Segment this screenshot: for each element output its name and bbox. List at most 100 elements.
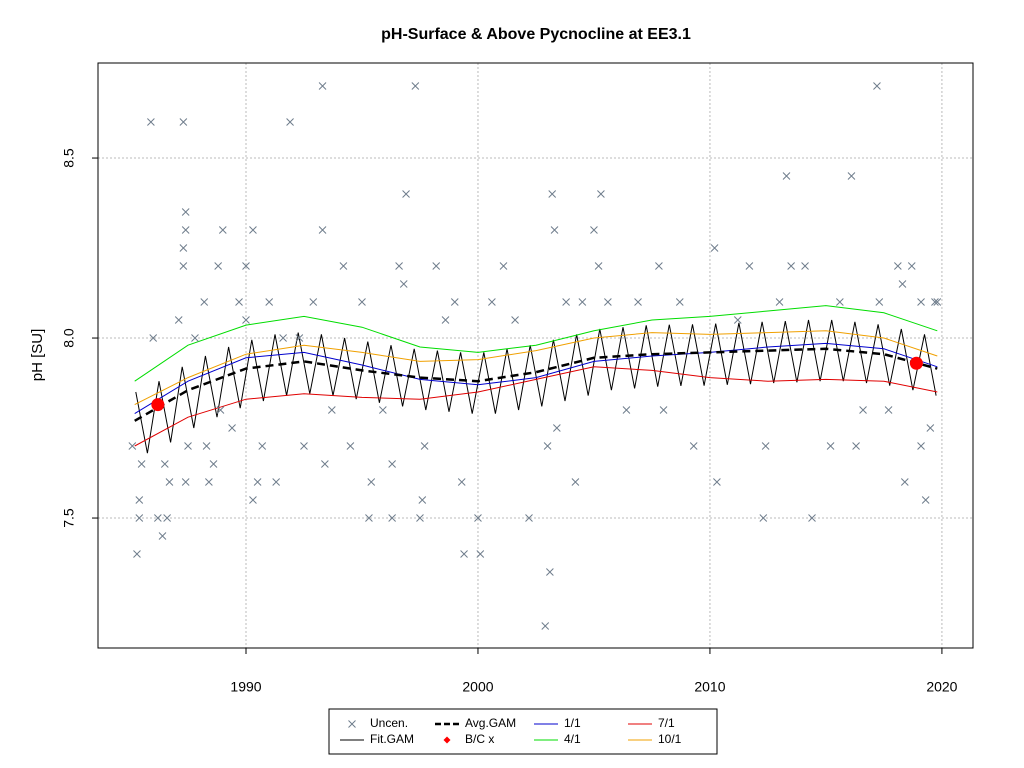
data-point (300, 442, 308, 450)
data-point (133, 550, 141, 558)
data-point (852, 442, 860, 450)
data-point (900, 478, 909, 486)
data-point (884, 406, 893, 414)
data-line (134, 330, 938, 406)
data-point (875, 298, 884, 306)
grid (98, 63, 973, 648)
data-point (200, 298, 209, 306)
data-line (135, 319, 937, 454)
data-point (835, 298, 844, 306)
x-tick-label: 2010 (694, 679, 725, 695)
data-point (847, 172, 856, 180)
data-point (128, 442, 137, 450)
legend-label: 1/1 (564, 716, 581, 730)
data-point (525, 514, 533, 522)
data-point (787, 262, 795, 270)
data-point (181, 226, 190, 234)
data-point (202, 442, 211, 450)
data-point (488, 298, 496, 306)
data-point (689, 442, 698, 450)
data-point (309, 298, 318, 306)
data-point (499, 262, 508, 270)
data-point (318, 226, 327, 234)
data-point (710, 244, 719, 252)
data-point (733, 316, 742, 324)
data-point (511, 316, 519, 324)
data-point (135, 496, 144, 504)
data-point (399, 280, 408, 288)
data-point (933, 298, 942, 306)
data-point (286, 118, 294, 126)
data-point (604, 298, 612, 306)
x-tick-label: 1990 (230, 679, 261, 695)
data-point (272, 478, 281, 486)
data-point (548, 190, 557, 198)
data-point (318, 82, 327, 90)
y-tick-label: 7.5 (61, 508, 77, 528)
data-point (163, 514, 171, 522)
data-point (205, 478, 213, 486)
data-point (675, 298, 684, 306)
data-point (249, 496, 257, 504)
data-point (801, 262, 809, 270)
data-point (474, 514, 482, 522)
data-point (476, 550, 485, 558)
data-point (590, 226, 598, 234)
data-point (460, 550, 468, 558)
data-point (181, 478, 190, 486)
data-point (622, 406, 631, 414)
data-point (358, 298, 366, 306)
legend-symbol (443, 736, 451, 744)
data-point (546, 568, 554, 576)
data-point (745, 262, 754, 270)
data-point (179, 118, 188, 126)
legend-label: Uncen. (370, 716, 408, 730)
data-point (295, 334, 304, 342)
legend-label: B/C x (465, 732, 494, 746)
legend-label: 10/1 (658, 732, 682, 746)
data-point (191, 334, 199, 342)
data-point (179, 262, 188, 270)
data-point (893, 262, 902, 270)
data-point (339, 262, 348, 270)
data-point (562, 298, 570, 306)
data-point (450, 298, 459, 306)
data-point (388, 514, 396, 522)
data-point (761, 442, 770, 450)
data-point (258, 442, 267, 450)
data-point (411, 82, 420, 90)
data-point (265, 298, 274, 306)
data-point (432, 262, 441, 270)
data-point (808, 514, 816, 522)
data-point (873, 82, 881, 90)
data-point (457, 478, 466, 486)
data-point (153, 514, 162, 522)
data-point (216, 406, 225, 414)
legend-label: 4/1 (564, 732, 581, 746)
x-tick-label: 2020 (926, 679, 957, 695)
data-point (655, 262, 663, 270)
data-point (158, 532, 167, 540)
data-point (907, 262, 916, 270)
data-point (418, 496, 427, 504)
data-point (659, 406, 668, 414)
legend-label: Fit.GAM (370, 732, 414, 746)
data-point (151, 398, 165, 412)
data-point (713, 478, 721, 486)
data-point (253, 478, 262, 486)
data-point (859, 406, 867, 414)
data-point (826, 442, 835, 450)
data-line (134, 366, 938, 447)
data-point (395, 262, 403, 270)
data-point (181, 208, 190, 216)
data-point (179, 244, 188, 252)
data-line (134, 342, 938, 415)
data-point (209, 460, 218, 468)
y-axis-label: pH [SU] (29, 329, 46, 382)
data-point (541, 622, 550, 630)
data-point (249, 226, 257, 234)
y-tick-label: 8.5 (61, 148, 77, 168)
data-line (134, 305, 938, 382)
